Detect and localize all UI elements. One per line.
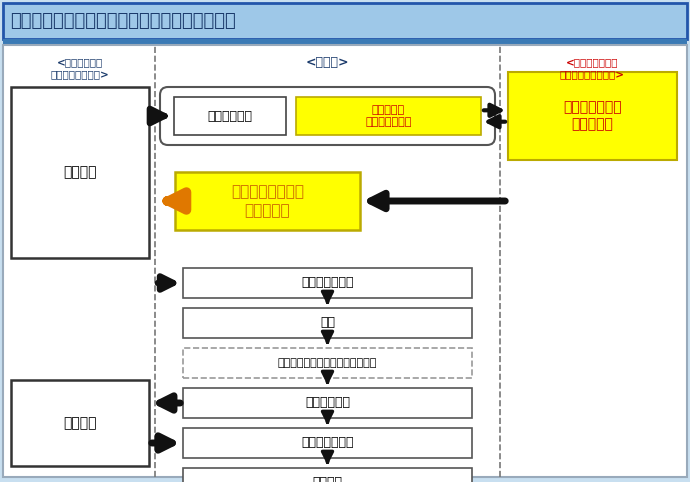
Text: 検査済証の受領: 検査済証の受領 (302, 437, 354, 450)
Text: <所管行政庁又は
登録省エネ判定機関>: <所管行政庁又は 登録省エネ判定機関> (560, 57, 625, 79)
Text: <建築主>: <建築主> (306, 55, 349, 68)
Bar (183, 428, 472, 458)
Bar (3, 3, 687, 39)
Text: 確認審査: 確認審査 (63, 165, 97, 179)
Bar (183, 468, 472, 482)
Text: （必要に応じ）計画変更の手続き: （必要に応じ）計画変更の手続き (278, 358, 377, 368)
Text: 着工: 着工 (320, 317, 335, 330)
Text: 省エネ基準への
適合性判定: 省エネ基準への 適合性判定 (563, 100, 622, 132)
Bar (296, 97, 481, 135)
Text: 確認済証の受領: 確認済証の受領 (302, 277, 354, 290)
Text: 完了検査: 完了検査 (63, 416, 97, 430)
Text: 省エネ性能
確保計画の提出: 省エネ性能 確保計画の提出 (365, 105, 412, 127)
Bar (11, 87, 149, 258)
Bar (3, 45, 687, 477)
Text: 使用開始: 使用開始 (313, 477, 342, 482)
Text: 適合義務対象となる建築物に係る手続きの流れ: 適合義務対象となる建築物に係る手続きの流れ (10, 12, 236, 30)
Text: 完了検査申請: 完了検査申請 (305, 397, 350, 410)
Text: <建築主事又は
指定確認検査機関>: <建築主事又は 指定確認検査機関> (50, 57, 110, 79)
Bar (183, 268, 472, 298)
Bar (174, 97, 286, 135)
Text: 建築確認申請: 建築確認申請 (208, 109, 253, 122)
FancyBboxPatch shape (160, 87, 495, 145)
Bar (183, 308, 472, 338)
Bar (3, 39, 687, 45)
Bar (175, 172, 360, 230)
Bar (183, 348, 472, 378)
Bar (183, 388, 472, 418)
Bar (508, 72, 677, 160)
Bar (11, 380, 149, 466)
Text: 適合判定通知書の
受領・提出: 適合判定通知書の 受領・提出 (231, 184, 304, 218)
